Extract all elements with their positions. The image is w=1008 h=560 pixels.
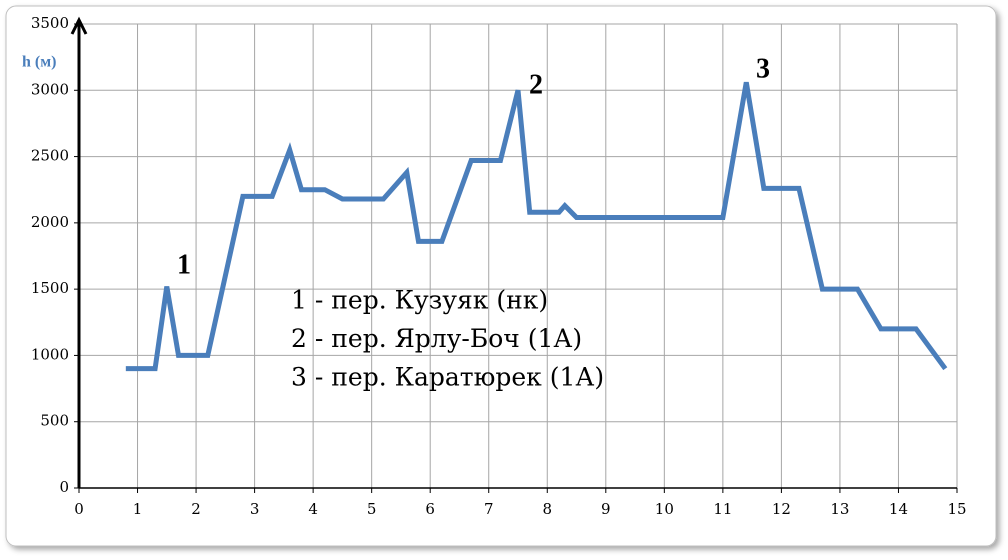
x-tick-label: 9 <box>601 500 611 518</box>
x-tick-label: 11 <box>713 500 732 518</box>
chart-frame <box>5 5 997 547</box>
x-tick-label: 12 <box>772 500 791 518</box>
peak-label: 2 <box>529 69 543 100</box>
y-axis-arrow <box>70 16 88 35</box>
x-tick-label: 13 <box>830 500 849 518</box>
data-line <box>125 81 948 372</box>
y-tick-label: 3500 <box>31 14 69 32</box>
y-tick-label: 0 <box>59 478 69 496</box>
peak-label: 1 <box>177 249 191 280</box>
x-tick-label: 15 <box>947 500 966 518</box>
x-tick-label: 2 <box>191 500 201 518</box>
x-tick-label: 0 <box>74 500 84 518</box>
annotation: 3 - пер. Каратюрек (1А) <box>291 363 604 392</box>
x-tick-label: 6 <box>425 500 435 518</box>
x-tick-label: 7 <box>484 500 494 518</box>
x-tick-label: 5 <box>367 500 377 518</box>
y-tick-label: 1000 <box>31 345 69 363</box>
x-tick-label: 4 <box>308 500 318 518</box>
y-tick-label: 2000 <box>31 213 69 231</box>
y-tick-label: 1500 <box>31 279 69 297</box>
x-tick-label: 1 <box>133 500 143 518</box>
x-tick-label: 3 <box>250 500 260 518</box>
peak-label: 3 <box>756 53 770 84</box>
annotation: 2 - пер. Ярлу-Боч (1А) <box>291 324 582 353</box>
y-tick-label: 500 <box>40 412 69 430</box>
y-tick-label: 3000 <box>31 80 69 98</box>
x-tick-label: 10 <box>655 500 674 518</box>
x-tick-label: 14 <box>889 500 908 518</box>
y-tick-label: 2500 <box>31 147 69 165</box>
y-axis-label: h (м) <box>22 54 56 71</box>
plot <box>125 81 948 372</box>
annotation: 1 - пер. Кузуяк (нк) <box>291 286 548 315</box>
x-tick-label: 8 <box>542 500 552 518</box>
